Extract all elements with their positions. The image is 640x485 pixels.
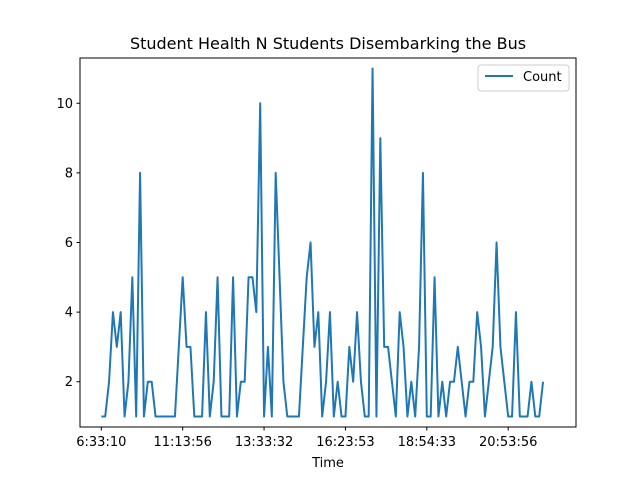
x-tick-label: 13:33:32: [235, 435, 293, 450]
x-tick-label: 18:54:33: [398, 435, 456, 450]
legend-label: Count: [523, 70, 562, 85]
legend-box: [477, 64, 570, 92]
x-tick-label: 6:33:10: [76, 435, 126, 450]
series-line-count: [101, 67, 545, 418]
legend: Count: [477, 64, 570, 92]
y-tick-label: 2: [65, 375, 73, 390]
series-layer: [101, 67, 545, 418]
x-tick-label: 20:53:56: [479, 435, 537, 450]
x-axis-label: Time: [311, 456, 344, 471]
ticks-layer: 2 4 6 8 10 6:33:10 11:13:56 13:33:32 16:23:53 18:…: [56, 97, 537, 450]
y-tick-label: 8: [65, 166, 73, 181]
y-tick-label: 10: [56, 97, 73, 112]
y-tick-label: 4: [65, 306, 73, 321]
x-tick-label: 11:13:56: [153, 435, 211, 450]
axes-frame: [79, 57, 577, 428]
x-tick-label: 16:23:53: [316, 435, 374, 450]
y-tick-label: 6: [65, 236, 73, 251]
chart-title: Student Health N Students Disembarking t…: [130, 34, 526, 53]
